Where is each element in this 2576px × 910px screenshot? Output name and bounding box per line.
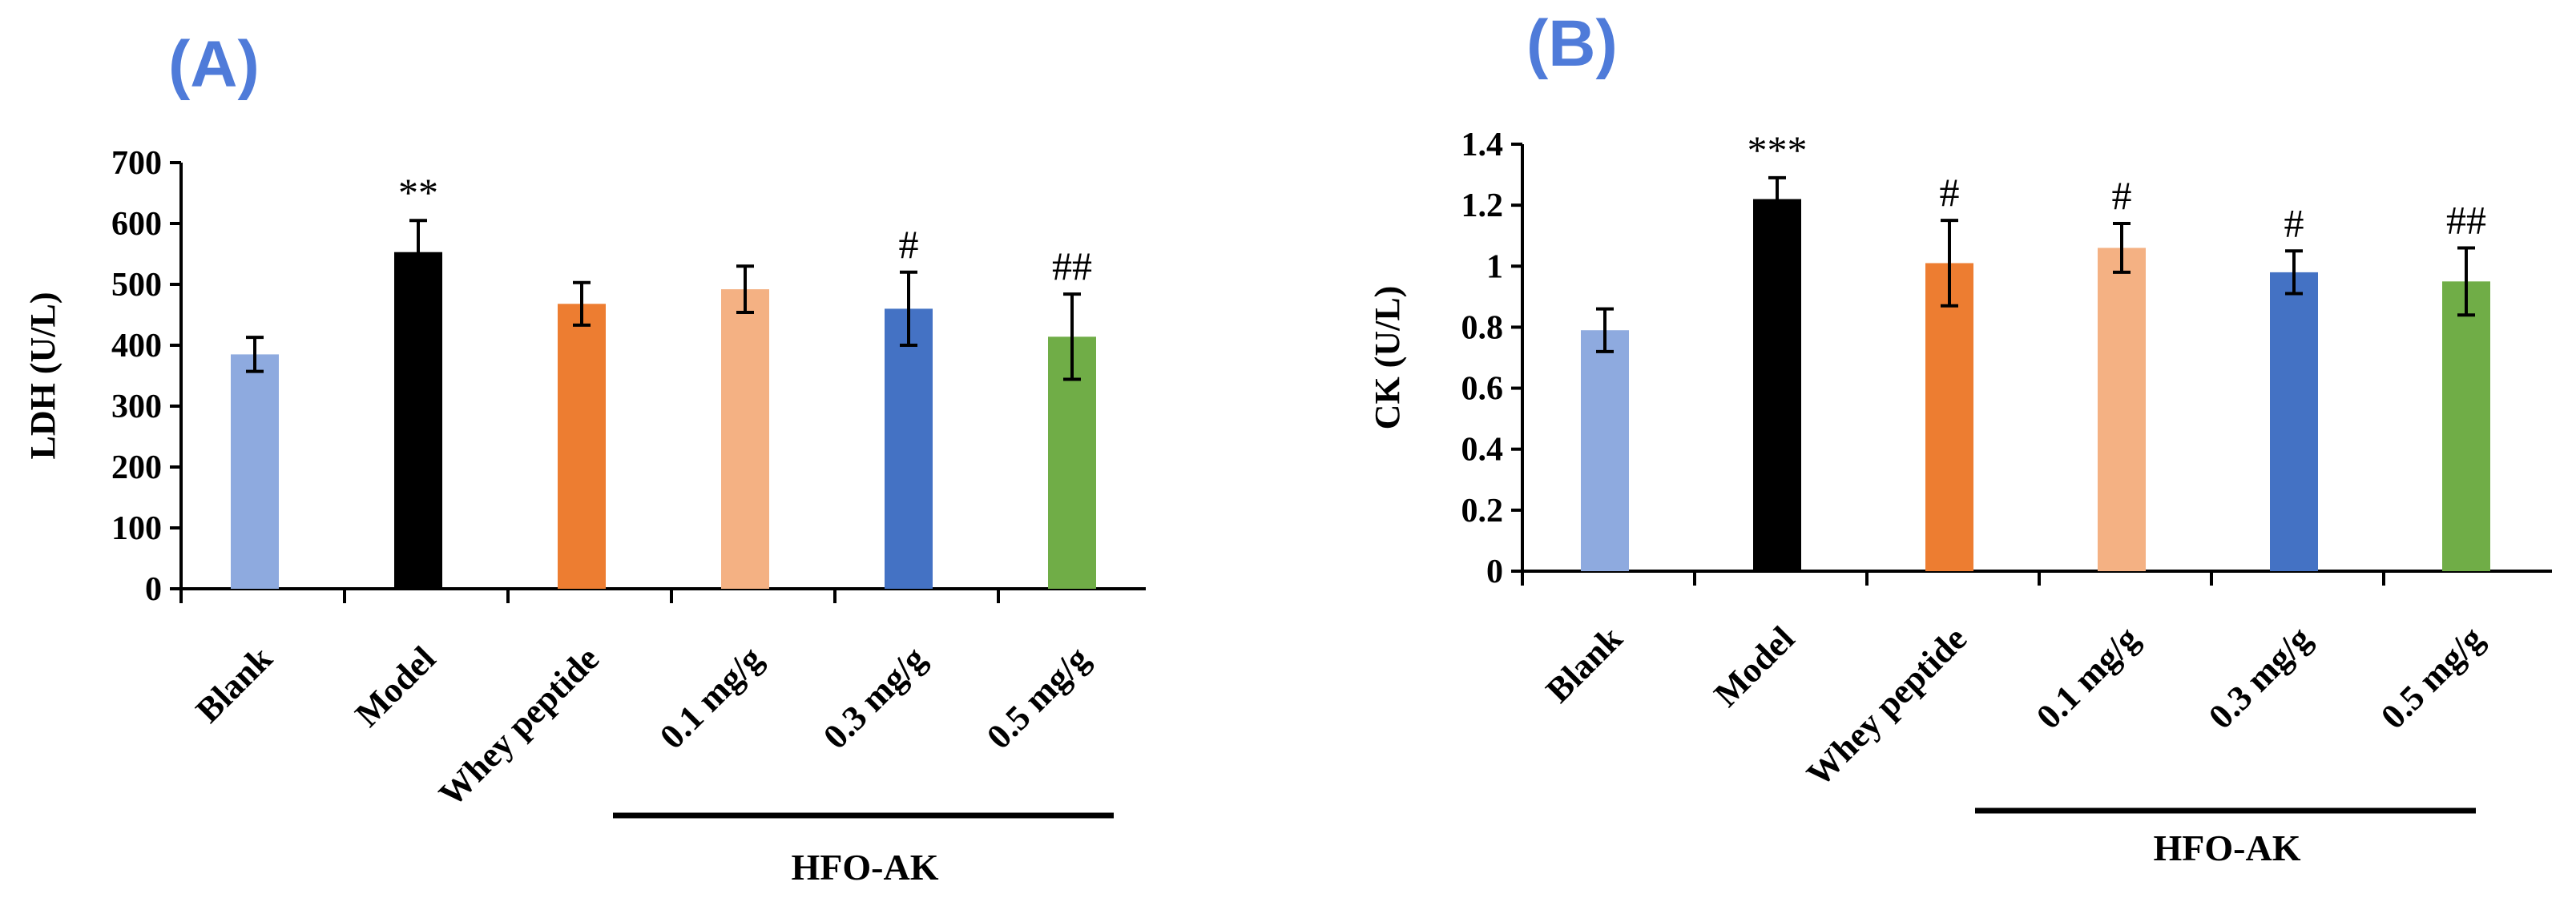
y-tick-label: 0.6 xyxy=(1461,371,1504,408)
group-label: HFO-AK xyxy=(2154,827,2301,868)
category-label: 0.3 mg/g xyxy=(816,638,933,756)
y-axis-title: CK (U/L) xyxy=(1368,286,1407,430)
y-tick-label: 1.2 xyxy=(1461,187,1504,224)
category-label: 0.5 mg/g xyxy=(2373,618,2491,736)
category-label: 0.1 mg/g xyxy=(652,638,770,756)
bar-whey-peptide xyxy=(1925,263,1973,571)
y-tick-label: 600 xyxy=(111,206,162,243)
y-tick-label: 700 xyxy=(111,145,162,182)
significance-marker: # xyxy=(2284,200,2304,245)
y-tick-label: 0 xyxy=(1486,554,1503,590)
y-tick-label: 0.2 xyxy=(1461,493,1504,529)
y-tick-label: 400 xyxy=(111,328,162,364)
y-tick-label: 0.4 xyxy=(1461,432,1504,469)
significance-marker: ** xyxy=(398,170,438,215)
panel-label: (A) xyxy=(168,28,260,101)
y-tick-label: 1 xyxy=(1486,248,1503,285)
category-label: Model xyxy=(1707,618,1802,714)
category-label: 0.3 mg/g xyxy=(2201,618,2319,736)
significance-marker: *** xyxy=(1748,127,1808,172)
category-label: Whey peptide xyxy=(431,638,607,814)
bar-0-3-mg-g xyxy=(885,308,933,589)
significance-marker: ## xyxy=(2446,197,2486,242)
category-label: Blank xyxy=(1538,618,1631,711)
bar-blank xyxy=(1581,330,1629,571)
y-tick-label: 0 xyxy=(145,571,162,608)
bar-0-5-mg-g xyxy=(2442,281,2490,571)
bar-0-1-mg-g xyxy=(2098,248,2146,571)
bar-blank xyxy=(231,354,279,589)
category-label: Model xyxy=(348,638,443,734)
bar-model xyxy=(1753,199,1801,571)
significance-marker: # xyxy=(2112,173,2132,218)
category-label: Blank xyxy=(188,638,280,731)
y-tick-label: 200 xyxy=(111,449,162,486)
bar-whey-peptide xyxy=(558,304,606,589)
y-tick-label: 1.4 xyxy=(1461,127,1504,163)
panel-label: (B) xyxy=(1526,7,1618,80)
group-label: HFO-AK xyxy=(792,847,939,888)
category-label: Whey peptide xyxy=(1799,618,1974,794)
y-tick-label: 500 xyxy=(111,267,162,304)
significance-marker: # xyxy=(1940,170,1960,215)
category-label: 0.1 mg/g xyxy=(2029,618,2147,736)
y-tick-label: 300 xyxy=(111,389,162,425)
bar-0-3-mg-g xyxy=(2270,272,2318,571)
bar-model xyxy=(394,252,442,589)
significance-marker: ## xyxy=(1052,244,1092,288)
y-tick-label: 0.8 xyxy=(1461,309,1504,346)
bar-0-1-mg-g xyxy=(721,289,769,589)
y-tick-label: 100 xyxy=(111,510,162,547)
significance-marker: # xyxy=(899,222,919,267)
category-label: 0.5 mg/g xyxy=(979,638,1097,756)
y-axis-title: LDH (U/L) xyxy=(23,292,62,460)
